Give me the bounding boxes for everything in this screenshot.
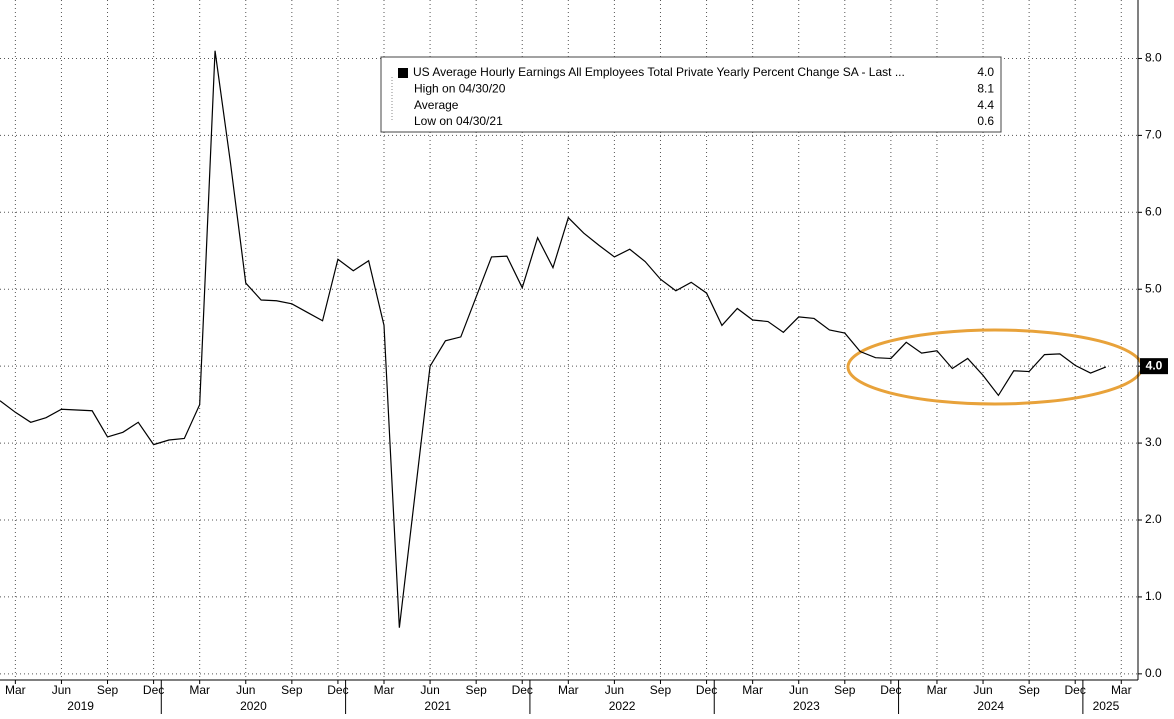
x-tick-label: Mar [742, 683, 763, 697]
y-tick-label: 6.0 [1145, 204, 1162, 218]
x-tick-label: Sep [1018, 683, 1040, 697]
x-tick-label: Sep [281, 683, 303, 697]
data-line [0, 50, 1107, 628]
legend-label: US Average Hourly Earnings All Employees… [413, 65, 905, 79]
legend-label: Low on 04/30/21 [414, 114, 503, 128]
year-label: 2019 [67, 699, 94, 713]
year-label: 2020 [240, 699, 267, 713]
x-tick-label: Sep [650, 683, 672, 697]
x-tick-label: Jun [236, 683, 255, 697]
x-tick-label: Mar [927, 683, 948, 697]
highlight-ellipse [846, 328, 1144, 406]
x-tick-label: Dec [512, 683, 533, 697]
x-tick-label: Mar [558, 683, 579, 697]
year-label: 2025 [1093, 699, 1120, 713]
legend-value: 4.4 [977, 98, 994, 112]
last-value-label: 4.0 [1146, 358, 1163, 372]
y-tick-label: 0.0 [1145, 666, 1162, 680]
x-tick-label: Mar [374, 683, 395, 697]
legend-label: High on 04/30/20 [414, 81, 506, 95]
legend-value: 8.1 [977, 81, 994, 95]
legend: US Average Hourly Earnings All Employees… [380, 56, 1002, 133]
x-tick-label: Jun [789, 683, 808, 697]
x-tick-label: Sep [465, 683, 487, 697]
x-tick-label: Sep [97, 683, 119, 697]
x-tick-label: Dec [327, 683, 348, 697]
year-label: 2024 [977, 699, 1004, 713]
x-tick-label: Jun [605, 683, 624, 697]
y-tick-label: 7.0 [1145, 128, 1162, 142]
year-label: 2021 [424, 699, 451, 713]
x-tick-label: Dec [143, 683, 164, 697]
legend-box [380, 56, 1002, 133]
x-tick-label: Jun [420, 683, 439, 697]
legend-label: Average [414, 98, 459, 112]
x-tick-label: Jun [973, 683, 992, 697]
x-tick-label: Jun [52, 683, 71, 697]
legend-value: 4.0 [977, 65, 994, 79]
year-label: 2023 [793, 699, 820, 713]
legend-swatch [398, 68, 408, 78]
x-tick-label: Mar [5, 683, 26, 697]
x-tick-label: Dec [880, 683, 901, 697]
year-label: 2022 [609, 699, 636, 713]
last-value-badge [1140, 358, 1168, 375]
x-tick-label: Mar [1111, 683, 1132, 697]
x-tick-label: Dec [696, 683, 717, 697]
y-tick-label: 3.0 [1145, 435, 1162, 449]
y-tick-label: 2.0 [1145, 512, 1162, 526]
y-tick-label: 8.0 [1145, 51, 1162, 65]
legend-value: 0.6 [977, 114, 994, 128]
y-tick-label: 1.0 [1145, 589, 1162, 603]
x-tick-label: Dec [1065, 683, 1086, 697]
y-tick-label: 5.0 [1145, 281, 1162, 295]
x-tick-label: Sep [834, 683, 856, 697]
x-tick-label: Mar [189, 683, 210, 697]
